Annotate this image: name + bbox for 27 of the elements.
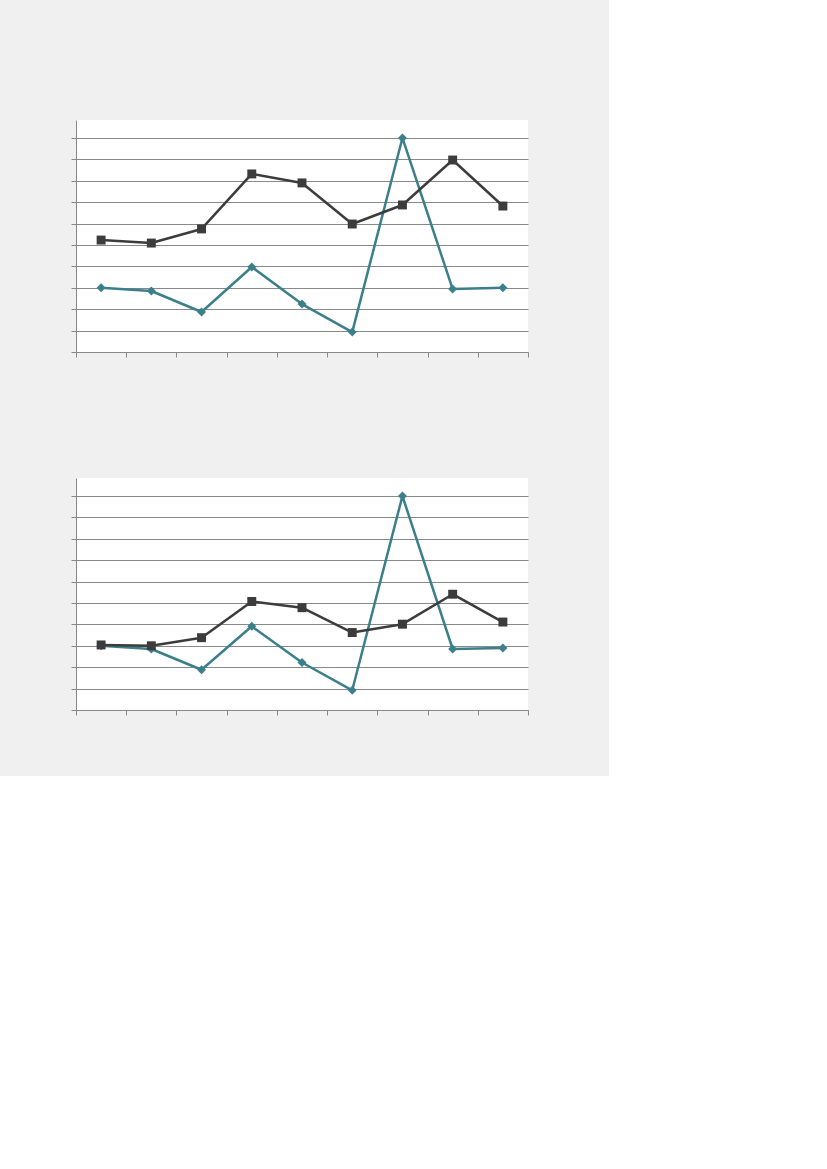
- point: [347, 327, 357, 337]
- point: [347, 685, 357, 695]
- point: [197, 665, 207, 675]
- point: [146, 238, 156, 248]
- point: [498, 643, 508, 653]
- point: [397, 619, 407, 629]
- point: [448, 155, 458, 165]
- point: [247, 621, 257, 631]
- point: [397, 200, 407, 210]
- point: [297, 603, 307, 613]
- point: [347, 219, 357, 229]
- point: [247, 169, 257, 179]
- point: [197, 633, 207, 643]
- point: [448, 589, 458, 599]
- point: [197, 224, 207, 234]
- point: [247, 262, 257, 272]
- point: [96, 283, 106, 293]
- point: [297, 299, 307, 309]
- point: [197, 307, 207, 317]
- point: [96, 235, 106, 245]
- point: [498, 283, 508, 293]
- point: [297, 178, 307, 188]
- point: [347, 628, 357, 637]
- point: [498, 617, 508, 627]
- point: [247, 597, 257, 606]
- point: [397, 133, 407, 143]
- point: [498, 201, 508, 211]
